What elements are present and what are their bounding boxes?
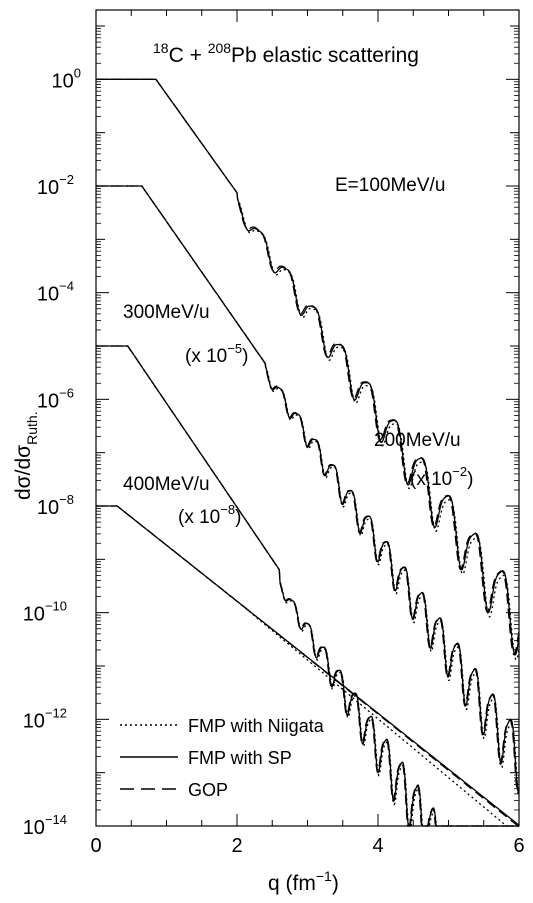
x-axis-label: q (fm−1) bbox=[268, 868, 339, 895]
curve-gop-400MeV/u bbox=[96, 505, 519, 827]
y-axis-label: dσ/dσRuth. bbox=[12, 411, 40, 500]
y-tick-label: 10−14 bbox=[23, 812, 67, 839]
y-tick-label: 10−12 bbox=[23, 705, 67, 732]
curve-gop-200MeV/u bbox=[96, 185, 520, 794]
chart-title: 18C + 208Pb elastic scattering bbox=[153, 40, 419, 67]
label-e400: 400MeV/u bbox=[123, 474, 210, 495]
axis-ticks: 0 2 4 6 100 10−2 10−4 10−6 10−8 10−10 10−12 10−14 bbox=[23, 10, 525, 857]
legend-label-sp: FMP with SP bbox=[188, 748, 292, 768]
y-tick-label: 10−8 bbox=[37, 492, 74, 519]
label-scale-200: (x 10−2) bbox=[410, 464, 473, 490]
curve-gop-100MeV/u bbox=[96, 78, 520, 656]
curve-niigata-200MeV/u bbox=[96, 185, 520, 797]
label-e200: 200MeV/u bbox=[374, 430, 461, 451]
legend: FMP with Niigata FMP with SP GOP bbox=[120, 716, 325, 800]
y-tick-label: 10−10 bbox=[23, 599, 67, 626]
x-tick-label: 0 bbox=[90, 835, 101, 857]
label-e300: 300MeV/u bbox=[123, 302, 210, 323]
curve-niigata-100MeV/u bbox=[96, 78, 520, 661]
y-tick-label: 10−4 bbox=[37, 279, 74, 306]
y-tick-label: 100 bbox=[52, 65, 81, 92]
curve-niigata-400MeV/u bbox=[96, 505, 519, 827]
label-e100: E=100MeV/u bbox=[335, 175, 445, 196]
y-tick-label: 10−2 bbox=[37, 172, 74, 199]
legend-label-niigata: FMP with Niigata bbox=[188, 716, 325, 736]
x-tick-label: 4 bbox=[372, 835, 383, 857]
x-tick-label: 6 bbox=[513, 835, 524, 857]
curve-sp-200MeV/u bbox=[96, 185, 520, 794]
y-tick-label: 10−6 bbox=[37, 385, 74, 412]
label-scale-400: (x 10−8) bbox=[178, 502, 241, 528]
legend-label-gop: GOP bbox=[188, 780, 228, 800]
x-tick-label: 2 bbox=[231, 835, 242, 857]
label-scale-300: (x 10−5) bbox=[185, 341, 248, 367]
